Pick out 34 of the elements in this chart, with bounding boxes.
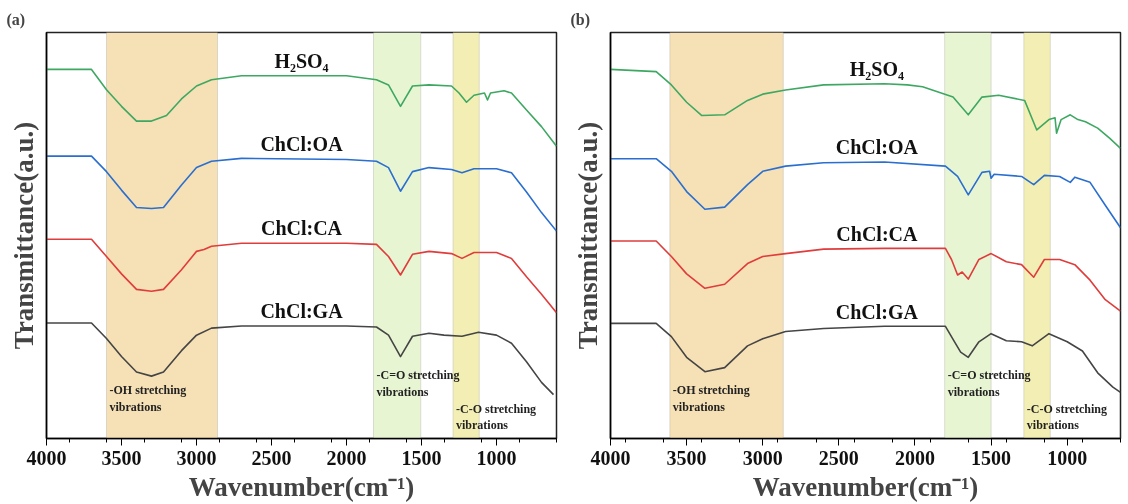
x-tick-label: 3000 [742,446,783,469]
band-label: -C=O stretching vibrations [376,368,460,400]
x-tick-label: 3500 [101,446,142,469]
x-tick-label: 2000 [326,446,367,469]
band-label: -C-O stretching vibrations [1026,401,1107,433]
series-label: ChCl:CA [836,222,919,245]
x-tick-label: 1500 [971,446,1012,469]
series-label: ChCl:CA [260,217,343,240]
x-tick-label: 1500 [401,446,442,469]
x-tick-label: 4000 [590,446,631,469]
band-label: -C=O stretching vibrations [947,368,1031,400]
series-label: ChCl:OA [260,132,344,155]
chart-title: (b) [570,10,591,29]
x-tick-label: 2500 [251,446,292,469]
chart-title: (a) [6,10,26,29]
x-tick-label: 1000 [1047,446,1088,469]
series-label: H₂SO₄ [274,49,329,72]
band-label: -C-O stretching vibrations [456,401,537,433]
x-tick-label: 3000 [176,446,217,469]
x-axis-title: Wavenumber(cm⁻¹) [752,471,979,502]
band-label: -OH stretching vibrations [672,383,750,414]
x-tick-label: 3500 [666,446,707,469]
series-label: ChCl:GA [835,300,919,323]
y-axis-title: Transmittance(a.u.) [572,121,603,350]
x-tick-label: 2000 [894,446,935,469]
x-axis-title: Wavenumber(cm⁻¹) [188,471,415,502]
x-tick-label: 2500 [818,446,859,469]
series-label: ChCl:GA [260,299,344,322]
series-label: ChCl:OA [835,136,919,159]
x-tick-label: 1000 [476,446,517,469]
series-label: H₂SO₄ [849,57,905,80]
x-tick-label: 4000 [26,446,67,469]
band-label: -OH stretching vibrations [109,383,187,414]
y-axis-title: Transmittance(a.u.) [8,121,39,350]
